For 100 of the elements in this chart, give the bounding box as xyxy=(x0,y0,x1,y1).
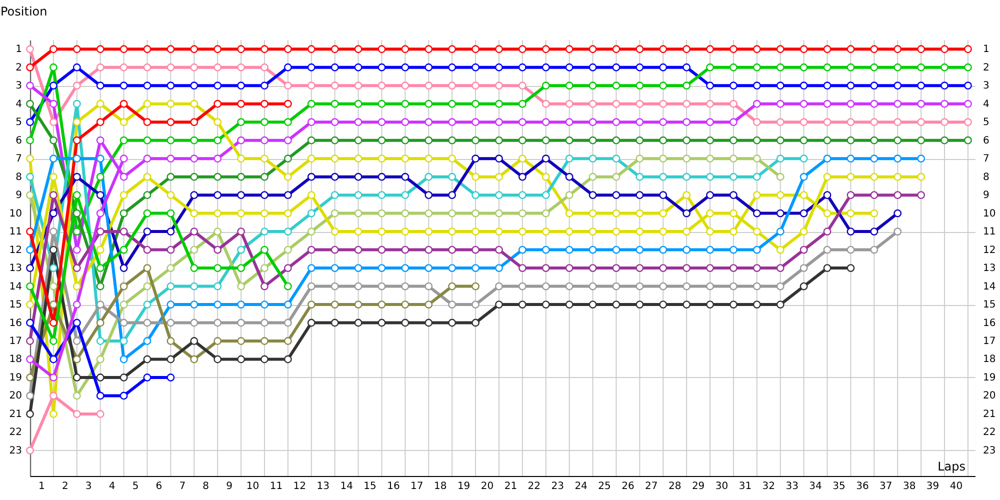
point xyxy=(237,300,245,308)
point xyxy=(894,136,902,144)
point xyxy=(354,282,362,290)
point xyxy=(588,191,597,200)
point xyxy=(424,45,433,54)
point xyxy=(448,154,456,163)
point xyxy=(846,45,855,54)
point xyxy=(776,63,784,72)
point xyxy=(424,300,433,308)
y-tick-label: 20 xyxy=(9,390,22,402)
point xyxy=(636,100,644,108)
y2-tick-label: 1 xyxy=(983,44,990,56)
point xyxy=(659,300,668,308)
point xyxy=(518,63,526,72)
y-tick-label: 11 xyxy=(9,226,22,238)
point xyxy=(472,264,480,272)
point xyxy=(237,228,245,236)
point xyxy=(96,246,104,254)
point xyxy=(214,318,222,327)
point xyxy=(823,118,832,126)
point xyxy=(894,45,902,54)
point xyxy=(776,82,784,90)
x-tick-label: 32 xyxy=(762,481,776,492)
point xyxy=(682,209,691,218)
point xyxy=(26,410,34,418)
point xyxy=(143,82,152,90)
point xyxy=(401,191,410,200)
point xyxy=(870,191,878,200)
point xyxy=(472,154,480,163)
point xyxy=(542,154,550,163)
point xyxy=(472,100,480,108)
y-tick-label: 6 xyxy=(16,135,22,146)
point xyxy=(846,82,855,90)
point xyxy=(260,282,268,290)
x-tick-label: 12 xyxy=(293,481,306,492)
point xyxy=(846,118,855,126)
point xyxy=(424,63,433,72)
x-tick-label: 9 xyxy=(226,481,233,492)
point xyxy=(214,136,222,144)
point xyxy=(495,264,503,272)
point xyxy=(659,82,668,90)
point xyxy=(823,191,832,200)
point xyxy=(378,209,386,218)
point xyxy=(143,355,152,364)
point xyxy=(495,209,503,218)
y2-tick-label: 17 xyxy=(983,336,996,348)
point xyxy=(143,136,152,144)
point xyxy=(542,209,550,218)
point xyxy=(26,355,34,364)
point xyxy=(612,264,620,272)
point xyxy=(846,100,855,108)
point xyxy=(307,172,316,181)
point xyxy=(870,209,878,218)
x-tick-label: 15 xyxy=(364,481,376,492)
y-tick-label: 1 xyxy=(16,44,22,56)
point xyxy=(495,63,503,72)
point xyxy=(752,45,761,54)
point xyxy=(682,63,691,72)
point xyxy=(330,136,339,144)
point xyxy=(448,228,456,236)
y2-tick-label: 22 xyxy=(983,427,996,438)
point xyxy=(823,209,832,218)
point xyxy=(800,264,808,272)
point xyxy=(143,118,152,126)
point xyxy=(823,154,832,163)
point xyxy=(730,282,738,290)
point xyxy=(800,45,808,54)
point xyxy=(26,374,34,382)
point xyxy=(96,392,104,400)
point xyxy=(49,82,58,90)
point xyxy=(120,136,128,144)
point xyxy=(846,136,855,144)
point xyxy=(846,154,855,163)
point xyxy=(800,228,808,236)
point xyxy=(72,63,81,72)
point xyxy=(706,282,714,290)
point xyxy=(237,282,245,290)
point xyxy=(730,136,738,144)
point xyxy=(495,82,503,90)
point xyxy=(354,264,362,272)
point xyxy=(964,118,972,126)
x-tick-label: 33 xyxy=(786,481,798,492)
point xyxy=(448,264,456,272)
point xyxy=(870,154,878,163)
point xyxy=(143,337,152,345)
point xyxy=(565,172,574,181)
point xyxy=(588,100,597,108)
point xyxy=(214,228,222,236)
point xyxy=(823,136,832,144)
point xyxy=(752,282,761,290)
point xyxy=(542,172,550,181)
point xyxy=(120,374,128,382)
y2-tick-label: 5 xyxy=(983,117,990,128)
point xyxy=(214,355,222,364)
point xyxy=(284,136,292,144)
point xyxy=(424,154,433,163)
point xyxy=(940,100,948,108)
point xyxy=(565,100,574,108)
point xyxy=(143,300,152,308)
point xyxy=(588,282,597,290)
